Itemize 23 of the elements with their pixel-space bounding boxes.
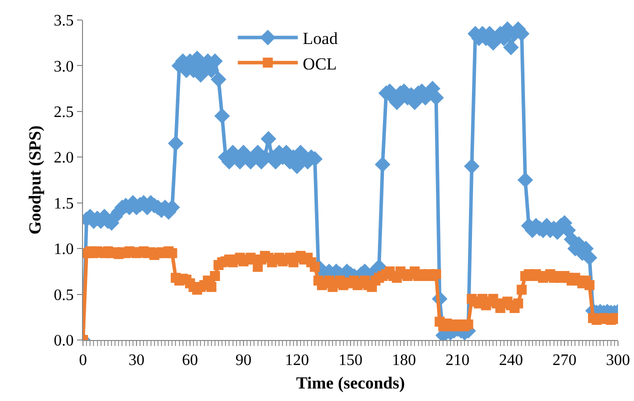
x-axis-title: Time (seconds) [296, 374, 405, 393]
x-tick-label: 120 [285, 352, 309, 370]
y-axis-title: Goodput (SPS) [25, 125, 44, 235]
y-tick-label: 2.0 [54, 150, 74, 167]
x-tick-label: 270 [552, 352, 576, 370]
y-tick-label: 2.5 [54, 104, 74, 122]
x-tick-label: 90 [236, 352, 252, 370]
x-tick-label: 0 [79, 352, 87, 370]
x-tick-label: 180 [392, 352, 416, 370]
x-tick-label: 210 [446, 352, 470, 370]
x-tick-label: 60 [182, 352, 198, 370]
y-tick-label: 1.5 [54, 195, 74, 212]
x-tick-label: 30 [128, 352, 144, 370]
x-tick-label: 300 [606, 352, 630, 370]
y-tick-label: 0.0 [54, 332, 74, 350]
y-tick-label: 3.5 [54, 12, 74, 30]
y-tick-label: 3.0 [54, 58, 74, 76]
legend-label: OCL [302, 54, 337, 74]
x-tick-label: 150 [338, 352, 362, 370]
y-tick-label: 1.0 [54, 241, 74, 258]
legend-label: Load [302, 29, 338, 48]
y-tick-label: 0.5 [54, 286, 74, 304]
x-tick-label: 240 [499, 352, 523, 370]
